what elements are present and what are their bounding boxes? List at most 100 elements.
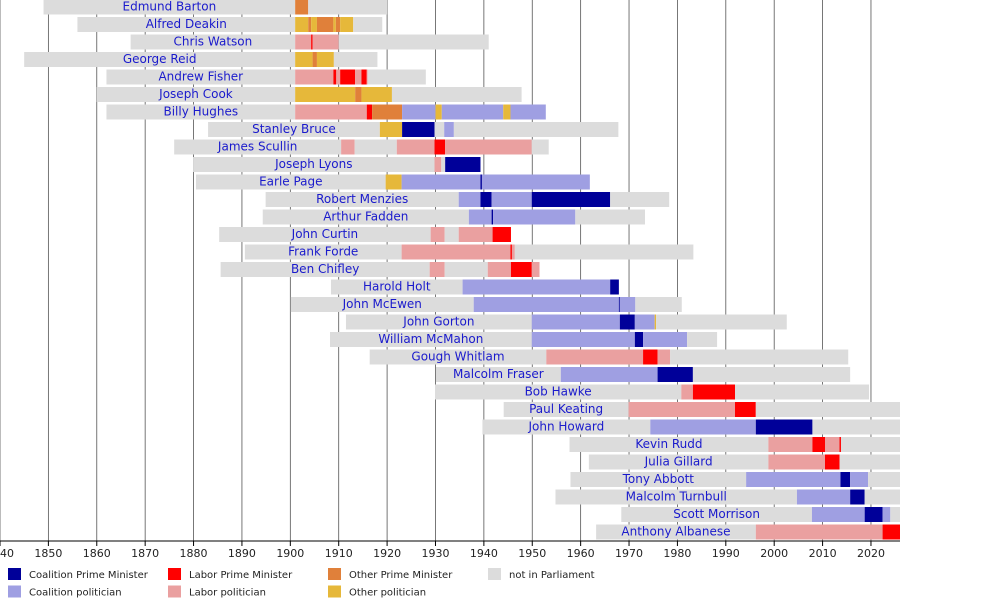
pm-name[interactable]: Frank Forde xyxy=(288,245,358,259)
term-bar xyxy=(312,52,317,67)
term-bar xyxy=(755,524,883,540)
legend-label: Other politician xyxy=(349,588,426,599)
legend-label: Coalition politician xyxy=(29,588,122,599)
term-bar xyxy=(492,227,511,242)
pm-name[interactable]: Edmund Barton xyxy=(123,0,217,14)
term-bar xyxy=(340,17,354,32)
x-tick-label: 1930 xyxy=(421,547,449,560)
term-bar xyxy=(312,34,339,50)
x-tick-label: 1920 xyxy=(373,547,401,560)
pm-name[interactable]: Alfred Deakin xyxy=(146,17,227,31)
pm-name[interactable]: Bob Hawke xyxy=(525,385,592,399)
term-bar xyxy=(295,34,312,50)
term-bar xyxy=(825,454,840,470)
term-bar xyxy=(839,454,900,470)
pm-name[interactable]: Joseph Lyons xyxy=(274,157,352,171)
term-bar xyxy=(353,17,383,32)
term-bar xyxy=(220,262,430,277)
pm-name[interactable]: Robert Menzies xyxy=(316,192,408,206)
term-bar xyxy=(755,419,813,435)
term-bar xyxy=(634,332,644,347)
term-bar xyxy=(435,384,682,400)
legend-swatch xyxy=(488,568,501,580)
term-bar xyxy=(379,122,403,137)
term-bar xyxy=(338,34,489,50)
term-bar xyxy=(882,524,900,540)
pm-name[interactable]: John McEwen xyxy=(342,297,422,311)
term-bar xyxy=(560,367,658,382)
x-tick-label: 1960 xyxy=(567,547,595,560)
term-bar xyxy=(839,437,841,452)
term-bar xyxy=(882,507,891,522)
pm-name[interactable]: Malcolm Turnbull xyxy=(626,490,727,504)
term-bar xyxy=(610,279,619,295)
pm-name[interactable]: John Howard xyxy=(527,420,604,434)
pm-name[interactable]: Chris Watson xyxy=(174,35,253,49)
pm-name[interactable]: John Curtin xyxy=(291,227,358,241)
term-bar xyxy=(588,454,769,470)
term-bar xyxy=(491,192,532,207)
term-bar xyxy=(434,122,445,137)
pm-name[interactable]: James Scullin xyxy=(217,140,297,154)
pm-name[interactable]: Stanley Bruce xyxy=(252,122,336,136)
legend-label: not in Parliament xyxy=(509,570,595,581)
pm-name[interactable]: George Reid xyxy=(123,52,197,66)
pm-name[interactable]: Billy Hughes xyxy=(163,105,238,119)
term-bar xyxy=(402,104,436,120)
term-bar xyxy=(868,472,900,487)
term-bar xyxy=(569,437,769,452)
pm-name[interactable]: Earle Page xyxy=(259,175,322,189)
term-bar xyxy=(531,139,549,155)
legend-label: Coalition Prime Minister xyxy=(29,570,149,581)
pm-name[interactable]: Andrew Fisher xyxy=(158,70,243,84)
term-bar xyxy=(812,437,825,452)
pm-name[interactable]: Ben Chifley xyxy=(291,262,359,276)
term-bar xyxy=(864,507,883,522)
term-bar xyxy=(295,17,309,32)
term-bar xyxy=(174,139,342,155)
pm-name[interactable]: Paul Keating xyxy=(529,402,603,416)
term-bar xyxy=(434,157,442,172)
term-bar xyxy=(429,262,445,277)
term-bar xyxy=(441,157,446,172)
pm-name[interactable]: Kevin Rudd xyxy=(635,437,702,451)
pm-name[interactable]: Scott Morrison xyxy=(673,507,760,521)
pm-name[interactable]: John Gorton xyxy=(402,315,474,329)
term-bar xyxy=(345,314,532,330)
term-bar xyxy=(656,314,787,330)
term-bar xyxy=(482,419,651,435)
term-bar xyxy=(692,367,851,382)
term-bar xyxy=(546,349,644,365)
term-bar xyxy=(361,69,367,85)
term-bar xyxy=(77,17,296,32)
legend-swatch xyxy=(8,585,21,598)
term-bar xyxy=(208,122,380,137)
term-bar xyxy=(755,402,900,417)
pm-name[interactable]: Anthony Albanese xyxy=(621,525,730,539)
term-bar xyxy=(24,52,296,67)
term-bar xyxy=(311,34,313,50)
term-bar xyxy=(295,87,356,102)
term-bar xyxy=(503,402,629,417)
term-bar xyxy=(812,419,900,435)
term-bar xyxy=(850,489,865,505)
term-bar xyxy=(687,332,718,347)
pm-name[interactable]: Arthur Fadden xyxy=(323,210,408,224)
legend-label: Labor politician xyxy=(189,588,266,599)
term-bar xyxy=(316,17,334,32)
term-bar xyxy=(361,87,392,102)
pm-name[interactable]: Joseph Cook xyxy=(158,87,233,101)
pm-name[interactable]: Tony Abbott xyxy=(622,472,695,486)
term-bar xyxy=(510,244,512,260)
pm-name[interactable]: Harold Holt xyxy=(363,280,431,294)
term-bar xyxy=(531,262,540,277)
pm-name[interactable]: Gough Whitlam xyxy=(411,350,504,364)
term-bar xyxy=(401,244,511,260)
pm-name[interactable]: Malcolm Fraser xyxy=(453,367,544,381)
pm-name[interactable]: William McMahon xyxy=(378,332,483,346)
term-bar xyxy=(444,227,459,242)
pm-name[interactable]: Julia Gillard xyxy=(644,455,713,469)
term-bar xyxy=(219,227,431,242)
